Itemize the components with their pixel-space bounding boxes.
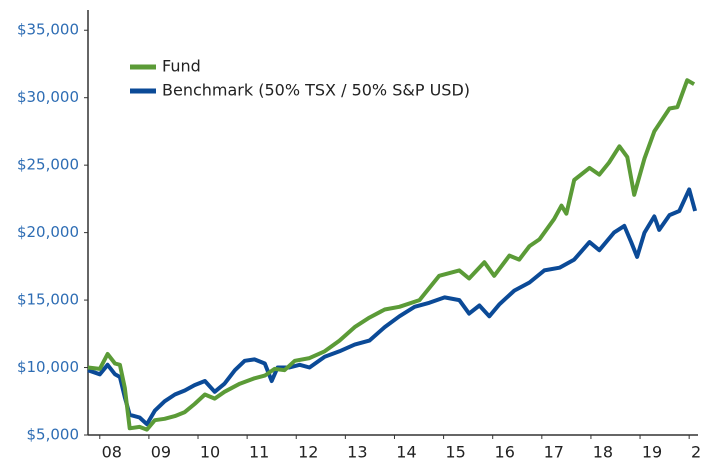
series-line — [87, 187, 698, 427]
x-tick-label: 20 — [691, 443, 702, 462]
y-tick-label: $5,000 — [27, 426, 80, 444]
y-tick-label: $30,000 — [17, 88, 79, 106]
x-tick-label: 19 — [642, 443, 662, 462]
y-tick-label: $15,000 — [17, 291, 79, 309]
x-tick-label: 11 — [249, 443, 269, 462]
x-tick-label: 18 — [593, 443, 613, 462]
y-tick-label: $20,000 — [17, 223, 79, 241]
y-tick-label: $10,000 — [17, 358, 79, 376]
x-tick-label: 10 — [200, 443, 220, 462]
y-tick-label: $35,000 — [17, 21, 79, 39]
y-tick-label: $25,000 — [17, 156, 79, 174]
x-tick-label: 15 — [445, 443, 465, 462]
x-tick-label: 16 — [495, 443, 515, 462]
legend-label: Fund — [162, 57, 201, 76]
x-tick-label: 14 — [396, 443, 416, 462]
x-tick-label: 09 — [151, 443, 171, 462]
series-line — [87, 78, 696, 432]
legend-label: Benchmark (50% TSX / 50% S&P USD) — [162, 81, 470, 100]
x-tick-label: 17 — [544, 443, 564, 462]
x-tick-label: 08 — [102, 443, 122, 462]
x-tick-label: 12 — [298, 443, 318, 462]
x-tick-label: 13 — [347, 443, 367, 462]
